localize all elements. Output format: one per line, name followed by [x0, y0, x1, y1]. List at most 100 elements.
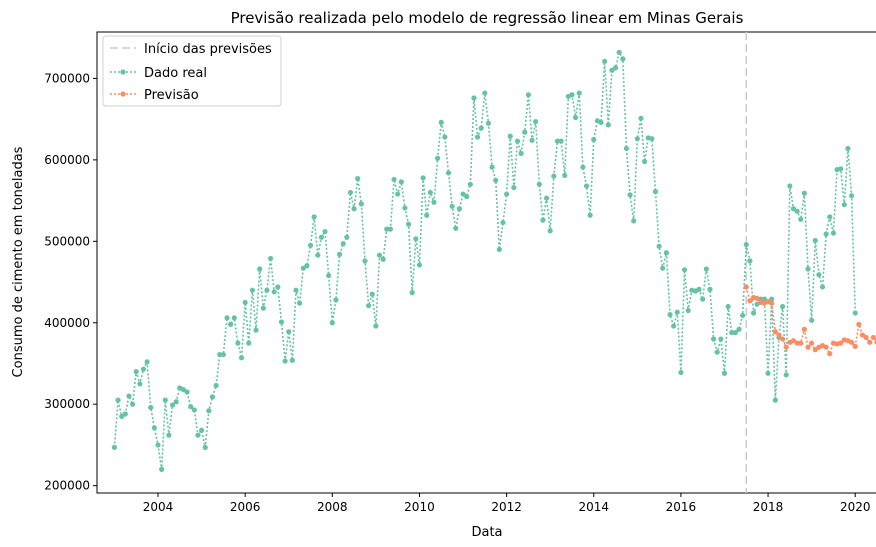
- x-tick-label: 2004: [143, 500, 174, 514]
- real-data-point: [587, 212, 593, 218]
- real-data-point: [569, 92, 575, 98]
- real-data-point: [148, 404, 154, 411]
- x-tick-label: 2020: [840, 500, 871, 514]
- y-tick-label: 200000: [44, 479, 90, 493]
- real-data-point: [696, 286, 702, 292]
- real-data-point: [260, 305, 266, 311]
- real-data-point: [616, 49, 622, 55]
- forecast-data-point: [827, 351, 833, 357]
- real-data-point: [493, 177, 499, 183]
- real-data-point: [151, 425, 157, 431]
- real-data-point: [435, 155, 441, 161]
- real-data-point: [409, 290, 415, 296]
- real-data-point: [471, 95, 477, 101]
- real-data-point: [449, 203, 455, 209]
- real-data-point: [467, 181, 473, 187]
- real-data-point: [322, 228, 328, 235]
- real-data-point: [725, 303, 731, 310]
- real-data-point: [297, 300, 303, 306]
- real-data-point: [162, 397, 168, 403]
- real-data-point: [257, 266, 263, 272]
- real-data-point: [249, 287, 256, 293]
- real-data-point: [522, 129, 528, 135]
- real-data-point: [620, 56, 626, 62]
- real-data-point: [852, 310, 858, 316]
- real-data-point: [376, 252, 383, 258]
- real-data-point: [293, 287, 299, 293]
- real-data-point: [347, 189, 354, 196]
- y-axis-label: Consumo de cimento em toneladas: [11, 146, 26, 377]
- real-data-point: [351, 206, 357, 212]
- real-data-point: [674, 309, 680, 315]
- real-data-point: [137, 381, 143, 387]
- real-data-point: [431, 199, 437, 205]
- legend-forecast-marker: [120, 91, 126, 97]
- real-data-point: [830, 230, 837, 236]
- real-data-point: [507, 133, 513, 139]
- real-data-point: [805, 266, 811, 272]
- real-data-point: [318, 234, 325, 240]
- forecast-data-point: [805, 344, 811, 350]
- real-data-point: [362, 258, 368, 264]
- real-data-point: [533, 118, 539, 125]
- x-tick-label: 2018: [753, 500, 784, 514]
- real-data-point: [562, 172, 568, 178]
- real-data-point: [819, 284, 826, 290]
- real-data-point: [198, 427, 205, 433]
- real-data-point: [307, 242, 314, 248]
- real-data-point: [627, 192, 633, 198]
- real-data-point: [398, 179, 404, 185]
- real-data-point: [623, 145, 630, 152]
- real-data-point: [765, 370, 771, 376]
- forecast-data-point: [867, 339, 873, 345]
- real-data-point: [598, 119, 604, 126]
- real-data-point: [173, 399, 179, 405]
- real-data-point: [634, 136, 640, 142]
- real-data-point: [638, 115, 644, 121]
- forecast-data-point: [809, 340, 815, 346]
- real-data-point: [184, 389, 190, 395]
- y-tick-label: 300000: [44, 397, 90, 411]
- real-data-point: [188, 404, 194, 410]
- forecast-data-point: [870, 334, 876, 341]
- real-data-point: [848, 193, 855, 199]
- real-data-point: [678, 369, 684, 376]
- real-data-point: [231, 315, 237, 321]
- real-data-point: [845, 145, 851, 152]
- series-forecast: [743, 284, 876, 357]
- real-data-point: [445, 170, 452, 176]
- real-data-point: [518, 150, 524, 156]
- real-data-point: [405, 221, 412, 227]
- forecast-data-point: [798, 340, 804, 346]
- real-data-point: [286, 329, 292, 335]
- forecast-data-point: [754, 295, 760, 301]
- forecast-data-point: [769, 300, 775, 306]
- real-data-point: [355, 176, 361, 182]
- real-data-point: [543, 195, 550, 201]
- real-data-point: [329, 320, 335, 326]
- real-data-point: [289, 357, 295, 363]
- real-data-point: [485, 120, 492, 126]
- real-data-point: [558, 138, 564, 144]
- real-data-point: [671, 323, 677, 329]
- real-data-point: [511, 184, 517, 191]
- y-tick-label: 700000: [44, 71, 90, 85]
- forecast-data-point: [772, 329, 778, 335]
- real-data-point: [115, 397, 121, 403]
- legend-box: [102, 35, 282, 107]
- real-data-point: [504, 191, 510, 197]
- real-data-point: [707, 286, 713, 292]
- real-data-point: [326, 272, 332, 279]
- real-data-point: [144, 359, 150, 365]
- real-data-point: [159, 466, 165, 472]
- real-data-point: [395, 191, 401, 197]
- forecast-data-point: [801, 326, 807, 332]
- real-data-point: [801, 190, 807, 196]
- real-data-point: [747, 258, 753, 264]
- real-data-point: [427, 189, 433, 196]
- forecast-data-point: [747, 298, 753, 304]
- x-axis: 2004 2006 2008 2010 2012 2014 2016 2018 2020: [143, 493, 871, 514]
- real-data-point: [700, 296, 706, 302]
- real-data-point: [827, 214, 833, 220]
- real-data-point: [413, 236, 419, 242]
